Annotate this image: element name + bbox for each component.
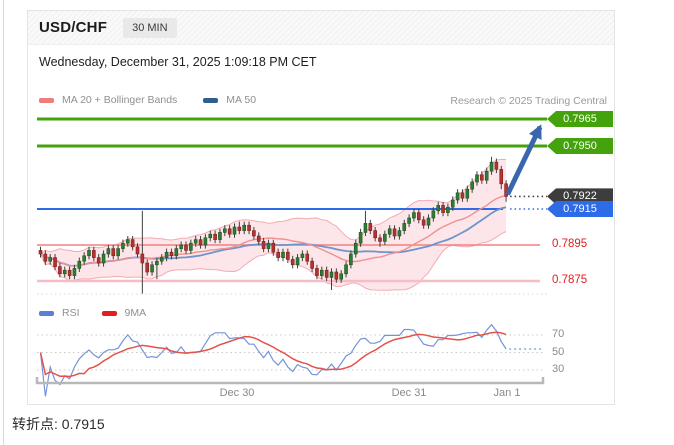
x-axis-label-jan1: Jan 1 (493, 387, 521, 399)
legend-item-ma20-bollinger: MA 20 + Bollinger Bands (39, 94, 177, 106)
price-chart-canvas (35, 117, 547, 397)
main-pane (37, 117, 547, 295)
x-axis-label-dec30: Dec 30 (219, 387, 255, 399)
rsi-gridline-label-70: 70 (552, 328, 565, 340)
ma20-bollinger-label: MA 20 + Bollinger Bands (62, 94, 178, 106)
symbol-title: USD/CHF (39, 19, 108, 36)
legend-item-ma50: MA 50 (203, 94, 256, 106)
ma50-swatch-icon (203, 97, 219, 103)
timeframe-badge[interactable]: 30 MIN (123, 17, 177, 38)
price-tag-0.7915: 0.7915 (547, 201, 613, 217)
x-axis-label-dec31: Dec 31 (391, 387, 427, 399)
legend-item-rsi: RSI (39, 307, 80, 319)
price-label-0.7875: 0.7875 (552, 274, 588, 286)
nine-ma-label: 9MA (124, 307, 147, 319)
card-header: USD/CHF 30 MIN (28, 11, 614, 45)
nine-ma-swatch-icon (101, 310, 117, 316)
candles (38, 156, 508, 294)
pivot-point-text: 转折点: 0.7915 (12, 416, 105, 432)
ma50-label: MA 50 (226, 94, 257, 106)
rsi-gridline-label-30: 30 (552, 363, 565, 375)
left-divider (3, 0, 4, 445)
ma20-bollinger-swatch-icon (39, 97, 54, 103)
legend-main: MA 20 + Bollinger Bands MA 50 (39, 94, 256, 106)
x-axis (35, 377, 545, 385)
rsi-label: RSI (62, 307, 80, 319)
research-credit: Research © 2025 Trading Central (450, 95, 607, 107)
up-arrow (505, 124, 543, 196)
price-label-0.7895: 0.7895 (552, 238, 588, 250)
rsi-pane (37, 323, 544, 397)
legend-rsi: RSI 9MA (39, 307, 146, 319)
price-tag-0.7922: 0.7922 (547, 188, 613, 205)
legend-item-9ma: 9MA (101, 307, 147, 319)
rsi-swatch-icon (39, 310, 54, 316)
price-tag-0.7965: 0.7965 (547, 111, 613, 127)
price-tag-0.7950: 0.7950 (547, 138, 613, 154)
chart-datetime: Wednesday, December 31, 2025 1:09:18 PM … (39, 55, 317, 69)
chart-card: USD/CHF 30 MIN Wednesday, December 31, 2… (27, 10, 615, 405)
rsi-gridline-label-50: 50 (552, 345, 565, 358)
